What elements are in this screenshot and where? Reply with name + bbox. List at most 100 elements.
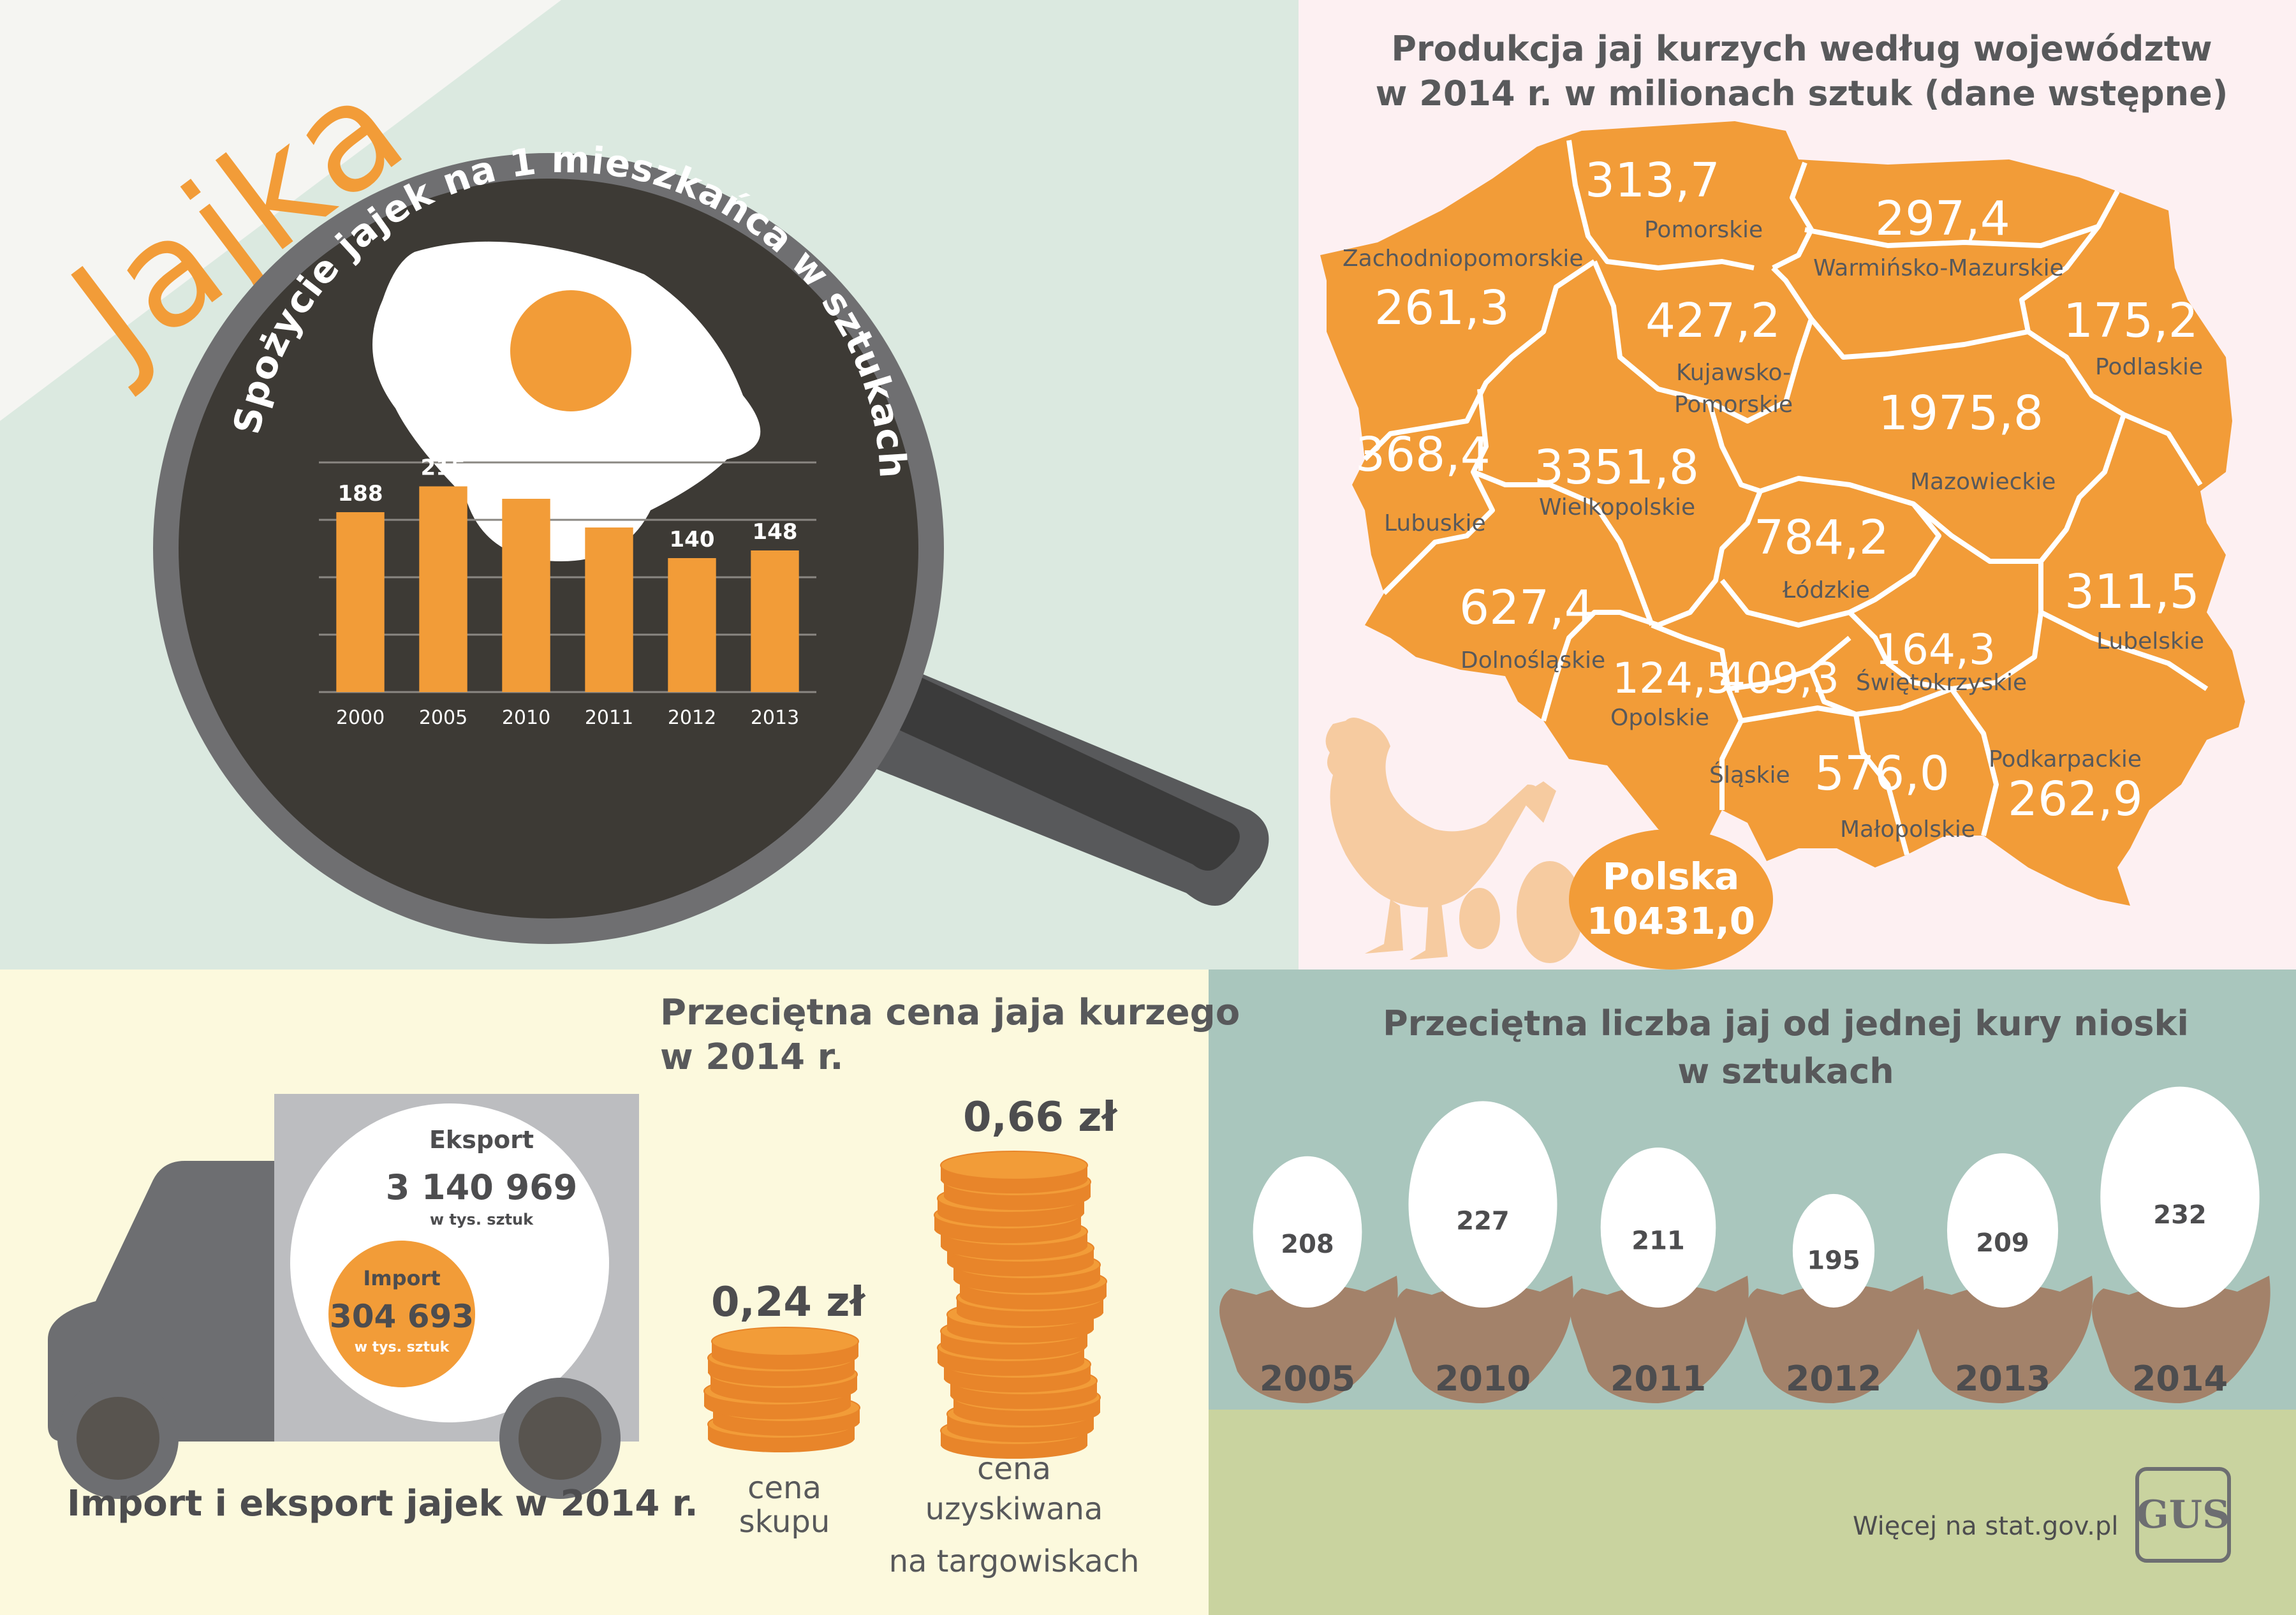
consumption-bar-label: 172 <box>587 496 632 522</box>
export-unit: w tys. sztuk <box>429 1211 534 1228</box>
egg-value-label: 209 <box>1976 1228 2029 1258</box>
region-value-pomorskie: 313,7 <box>1585 153 1720 208</box>
hen-body <box>1395 1276 1573 1403</box>
egg <box>1600 1147 1716 1308</box>
region-name-warminsko-mazurskie: Warmińsko-Mazurskie <box>1813 255 2064 281</box>
laying-year-label: 2014 <box>2132 1359 2228 1399</box>
region-value-dolnoslaskie: 627,4 <box>1459 580 1594 635</box>
market-label-1: cena <box>977 1451 1051 1487</box>
region-value-malopolskie: 576,0 <box>1814 746 1950 801</box>
production-title-line2: w 2014 r. w milionach sztuk (dane wstępn… <box>1375 73 2228 114</box>
laying-title-line2: w sztukach <box>1677 1051 1894 1091</box>
region-name-wielkopolskie: Wielkopolskie <box>1539 494 1696 520</box>
egg-value-label: 208 <box>1281 1230 1334 1259</box>
consumption-bar-label: 148 <box>753 519 798 545</box>
egg-value-label: 227 <box>1456 1206 1510 1235</box>
egg <box>1946 1153 2059 1308</box>
region-value-wielkopolskie: 3351,8 <box>1534 440 1699 495</box>
trade-title: Import i eksport jajek w 2014 r. <box>67 1483 698 1524</box>
panel-laying-ground <box>1209 1410 2296 1615</box>
region-value-opolskie: 124,5 <box>1612 654 1733 703</box>
region-value-podlaskie: 175,2 <box>2063 293 2198 348</box>
region-value-lubuskie: 368,4 <box>1355 427 1490 482</box>
import-unit: w tys. sztuk <box>354 1339 450 1355</box>
consumption-bar <box>419 486 467 692</box>
region-value-podkarpackie: 262,9 <box>2008 772 2143 827</box>
region-name-podlaskie: Podlaskie <box>2095 354 2204 380</box>
laying-year-label: 2011 <box>1610 1359 1706 1399</box>
laying-year-label: 2013 <box>1955 1359 2050 1399</box>
hen-nest <box>1570 1276 1749 1403</box>
coin-face <box>940 1151 1088 1180</box>
consumption-bar <box>668 558 716 692</box>
total-label: Polska <box>1602 855 1740 898</box>
market-label-3: na targowiskach <box>888 1544 1140 1579</box>
region-value-lubelskie: 311,5 <box>2064 564 2200 619</box>
consumption-year-label: 2013 <box>751 707 799 729</box>
production-title-line1: Produkcja jaj kurzych według województw <box>1391 29 2212 69</box>
coin-stack <box>703 1327 860 1452</box>
region-name-lodzkie: Łódzkie <box>1783 577 1871 603</box>
region-value-kujawsko-pomorskie: 427,2 <box>1645 293 1781 348</box>
hen-body <box>1915 1276 2093 1403</box>
region-name-podkarpackie: Podkarpackie <box>1989 746 2142 772</box>
laying-year-label: 2010 <box>1435 1359 1531 1399</box>
hen-nest <box>1395 1276 1573 1403</box>
region-value-lodzkie: 784,2 <box>1754 510 1889 565</box>
consumption-year-label: 2005 <box>419 707 467 729</box>
price-title-line2: w 2014 r. <box>660 1036 844 1078</box>
laying-year-label: 2005 <box>1260 1359 1355 1399</box>
consumption-year-label: 2000 <box>336 707 385 729</box>
consumption-bar <box>751 550 799 692</box>
region-name-swietokrzyskie: Świętokrzyskie <box>1856 670 2027 696</box>
coin-face <box>711 1327 859 1356</box>
egg-value-label: 211 <box>1631 1226 1685 1255</box>
region-value-zachodniopomorskie: 261,3 <box>1374 281 1510 336</box>
total-oval <box>1569 829 1773 970</box>
consumption-year-label: 2010 <box>502 707 550 729</box>
consumption-bar-label: 188 <box>338 481 383 506</box>
hen-body <box>1219 1276 1398 1403</box>
egg <box>1792 1193 1875 1308</box>
region-name-lubuskie: Lubuskie <box>1384 510 1486 536</box>
purchase-label-2: skupu <box>739 1504 830 1540</box>
egg <box>2100 1086 2260 1308</box>
laying-year-label: 2012 <box>1786 1359 1881 1399</box>
import-value: 304 693 <box>329 1298 475 1335</box>
import-label: Import <box>363 1266 441 1290</box>
egg <box>1408 1101 1557 1308</box>
region-name-dolnoslaskie: Dolnośląskie <box>1461 647 1606 674</box>
hen-nest <box>1915 1276 2093 1403</box>
coin-stack <box>934 1151 1107 1459</box>
egg <box>1253 1156 1362 1308</box>
price-title-line1: Przeciętna cena jaja kurzego <box>660 992 1240 1033</box>
region-name-kujawsko-pomorskie: Kujawsko- Pomorskie <box>1674 360 1793 418</box>
hen-body <box>1746 1276 1924 1403</box>
region-value-swietokrzyskie: 164,3 <box>1875 625 1996 674</box>
gus-logo: GUS <box>2135 1467 2231 1563</box>
hen-body <box>1570 1276 1749 1403</box>
consumption-bar <box>502 499 550 692</box>
consumption-bar-label: 202 <box>504 468 549 493</box>
consumption-bar <box>336 512 385 692</box>
more-info-link[interactable]: Więcej na stat.gov.pl <box>1853 1512 2119 1541</box>
export-label: Eksport <box>429 1126 534 1154</box>
hen-nest <box>1746 1276 1924 1403</box>
hen-nest <box>2092 1276 2270 1403</box>
consumption-year-label: 2011 <box>585 707 633 729</box>
egg-value-label: 195 <box>1807 1246 1860 1275</box>
region-name-malopolskie: Małopolskie <box>1840 816 1976 843</box>
region-name-opolskie: Opolskie <box>1610 705 1709 731</box>
export-value: 3 140 969 <box>385 1167 578 1207</box>
region-value-warminsko-mazurskie: 297,4 <box>1875 191 2010 246</box>
region-value-slaskie: 409,3 <box>1719 654 1839 703</box>
gus-logo-text: GUS <box>2136 1493 2230 1537</box>
